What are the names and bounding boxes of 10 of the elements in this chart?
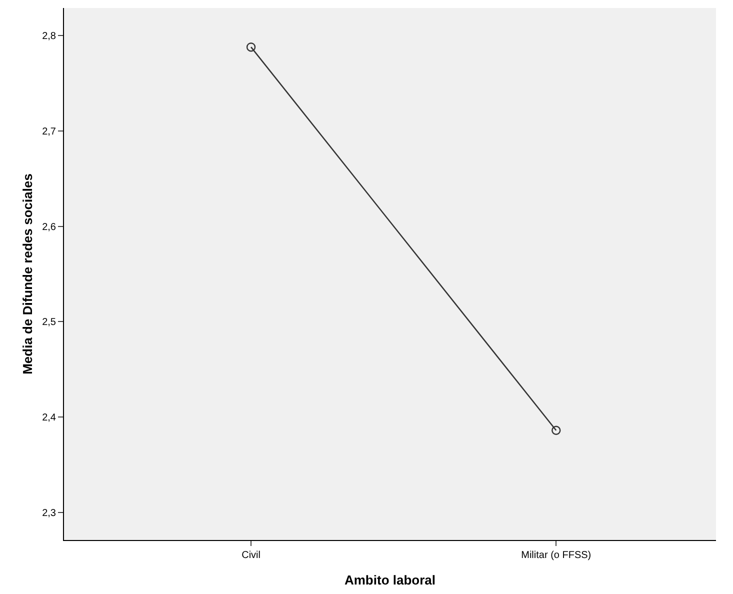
x-axis-title: Ambito laboral — [344, 572, 436, 588]
y-tick-label: 2,5 — [42, 317, 56, 328]
x-tick-label: Militar (o FFSS) — [521, 550, 592, 561]
y-tick-label: 2,7 — [42, 126, 56, 138]
y-tick-label: 2,4 — [42, 412, 56, 424]
y-tick-label: 2,8 — [42, 31, 56, 42]
y-axis-title: Media de Difunde redes sociales — [20, 174, 36, 374]
x-tick-label: Civil — [242, 550, 260, 561]
y-tick-label: 2,3 — [42, 508, 56, 519]
y-tick-label: 2,6 — [42, 222, 56, 233]
